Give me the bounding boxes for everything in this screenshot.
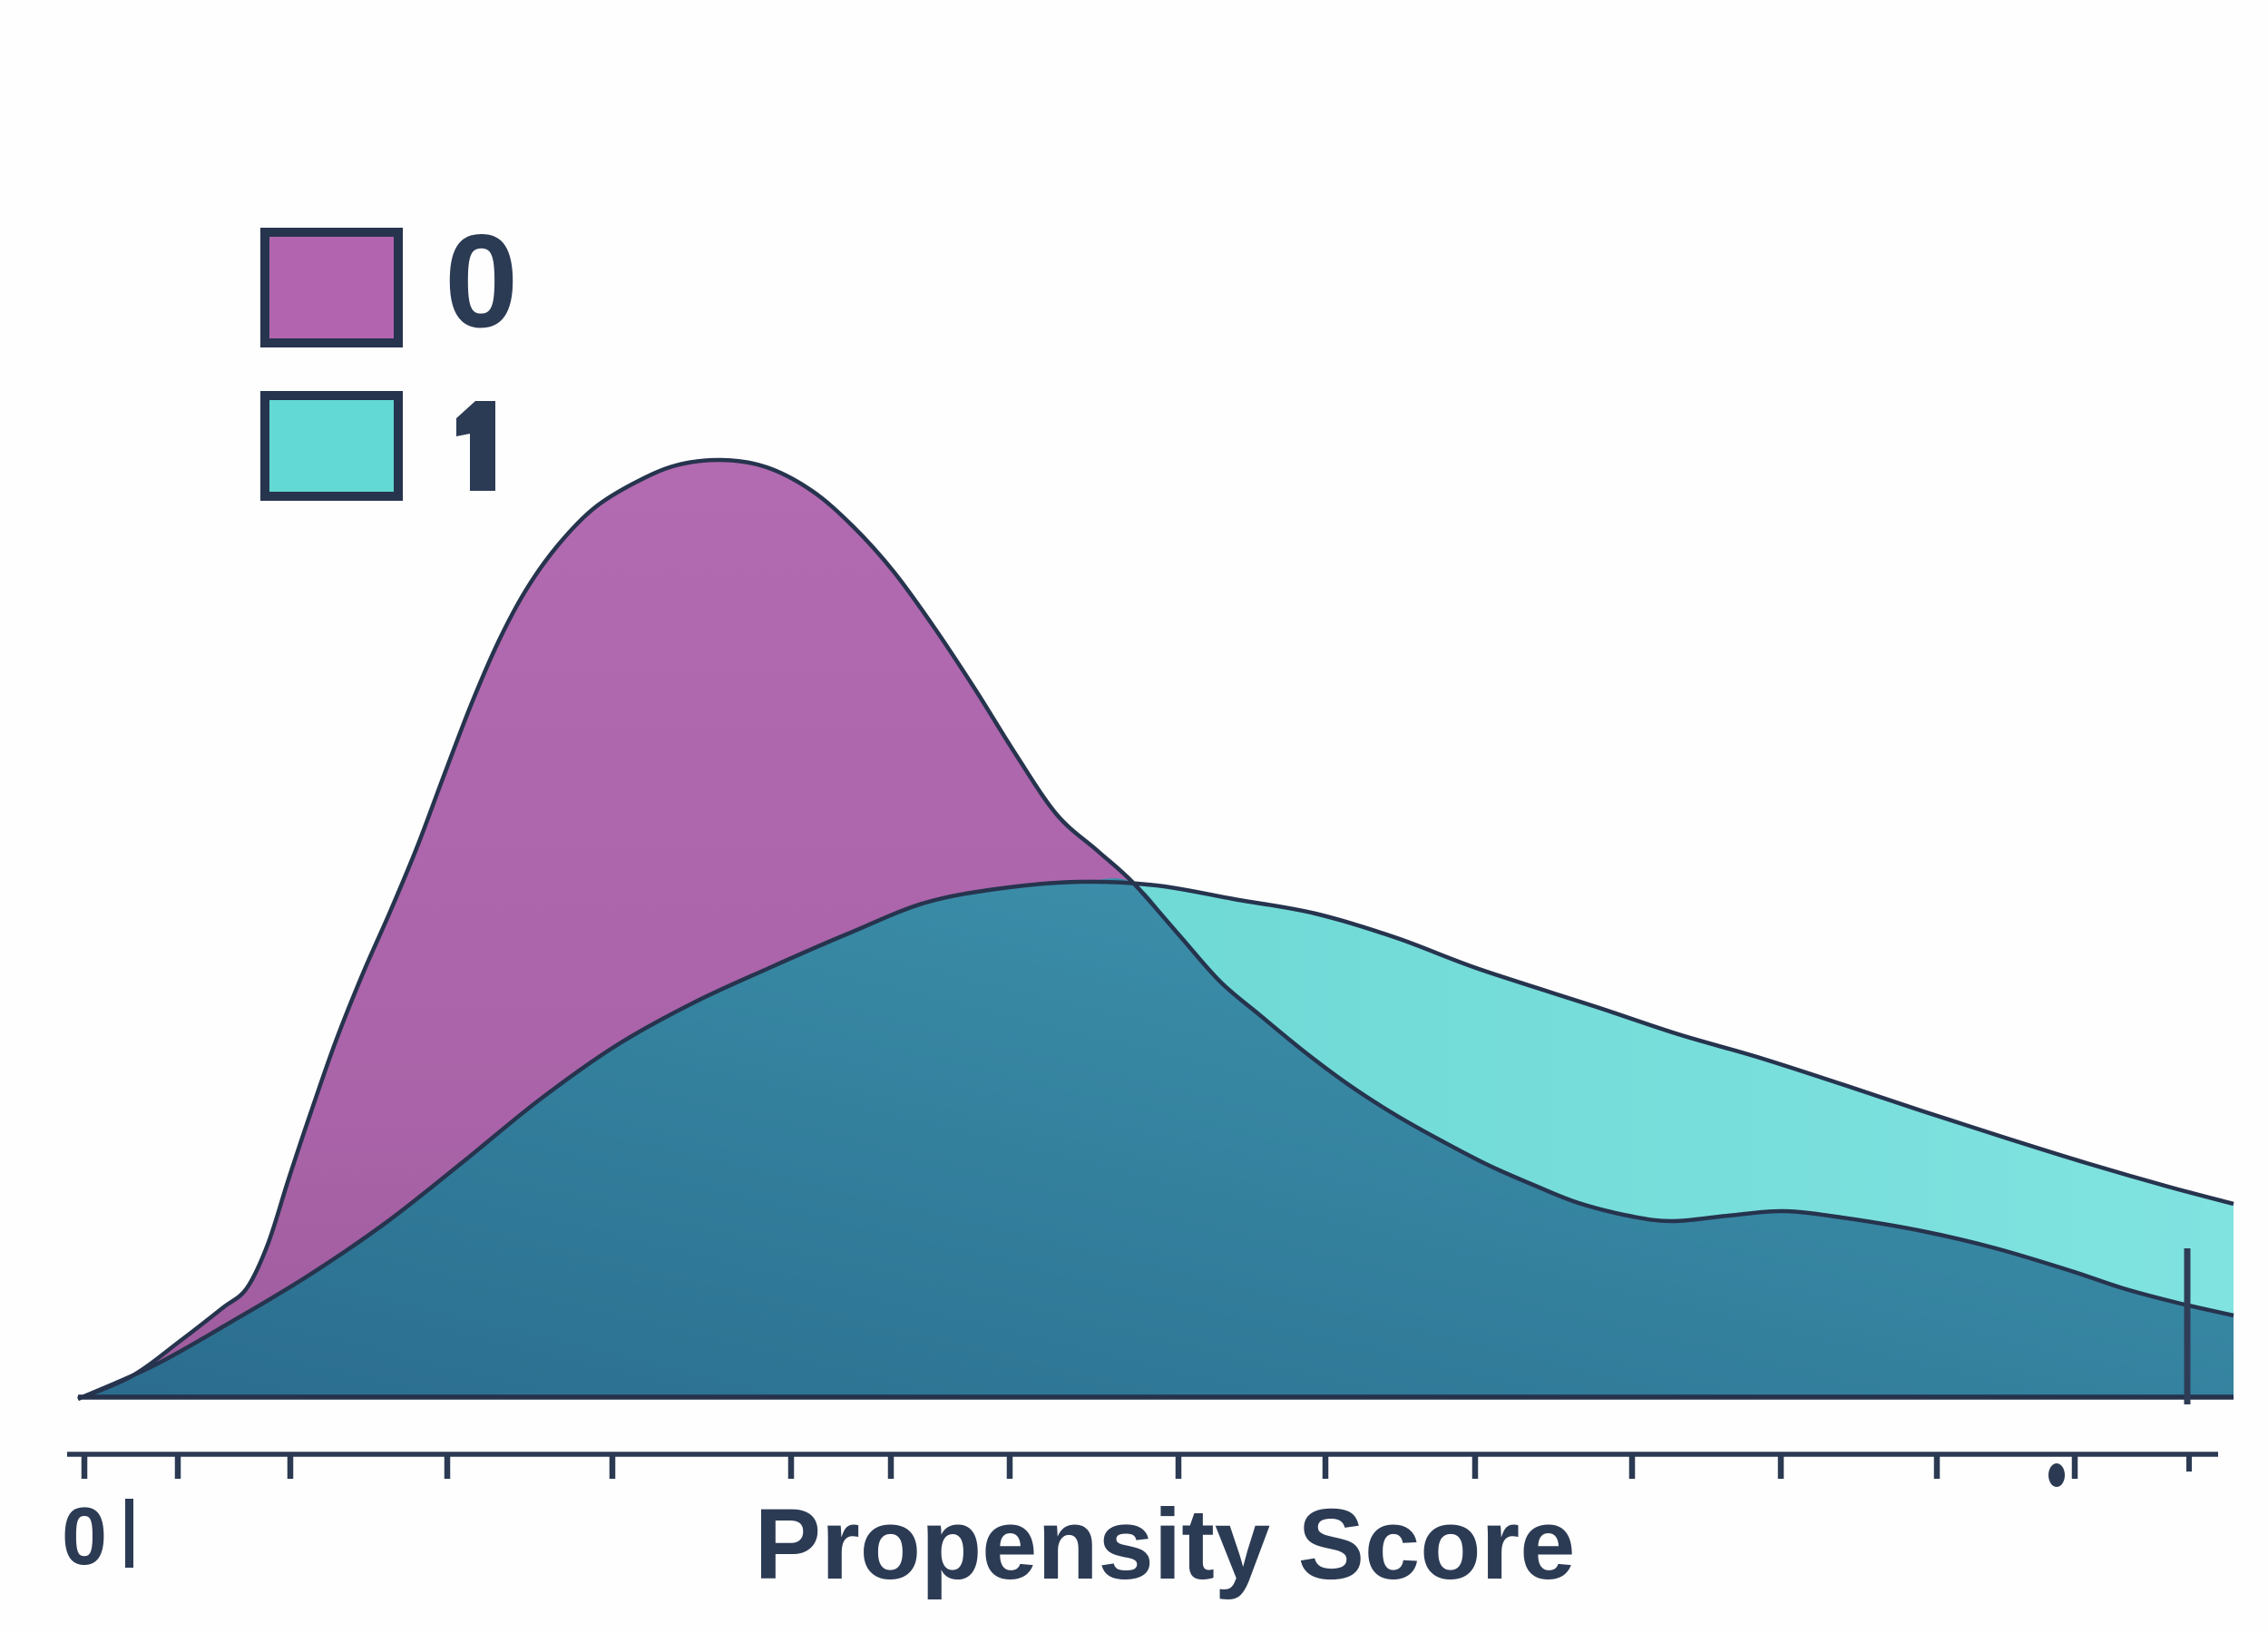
svg-text:Propensity Score: Propensity Score — [755, 1489, 1576, 1600]
svg-text:0: 0 — [62, 1491, 107, 1582]
svg-text:0: 0 — [445, 207, 518, 355]
